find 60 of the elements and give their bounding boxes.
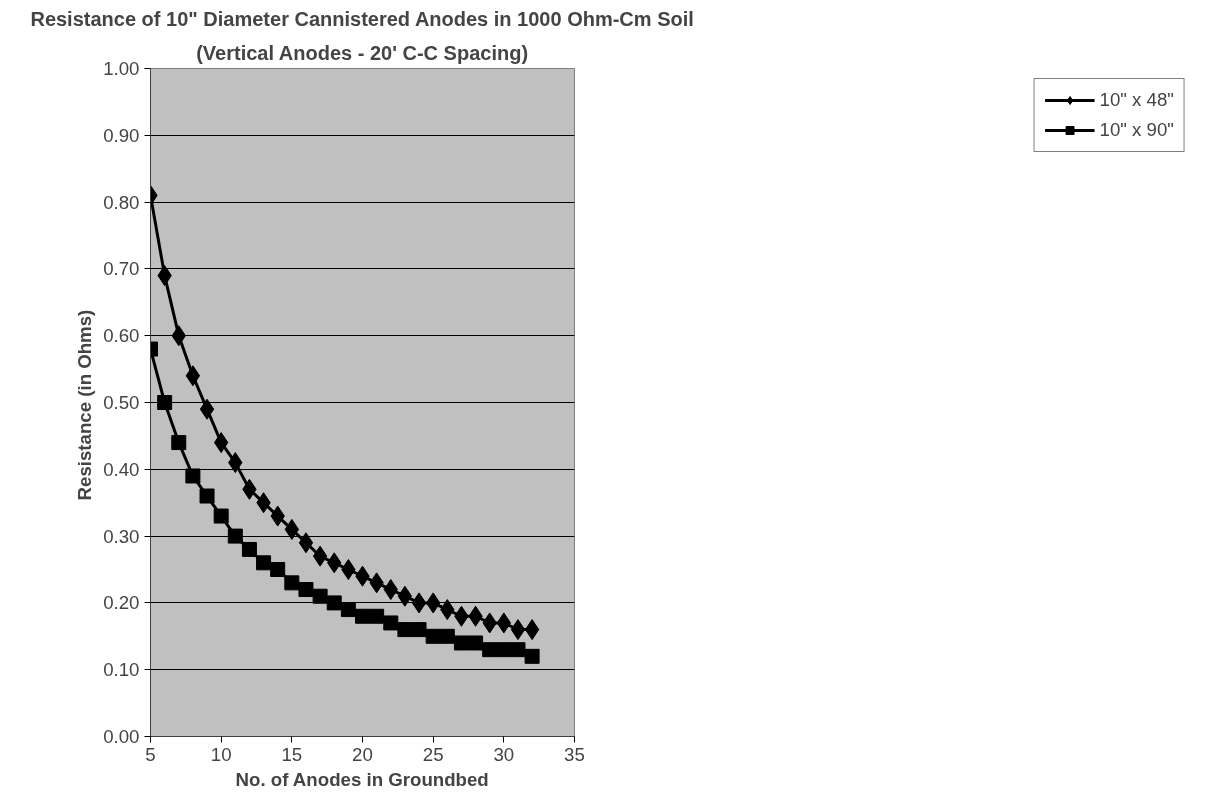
point (355, 608, 370, 624)
point (524, 648, 540, 664)
point (157, 395, 173, 410)
point (312, 545, 328, 567)
point (524, 619, 540, 641)
y-tick-label: 0.70 (103, 258, 140, 280)
point (397, 622, 413, 638)
point (241, 541, 257, 557)
x-tick-label: 20 (352, 743, 373, 765)
point (298, 582, 314, 598)
point (171, 435, 187, 451)
point (284, 575, 300, 591)
point (383, 615, 399, 631)
x-tick-label: 25 (422, 743, 444, 765)
point (411, 622, 427, 638)
point (199, 488, 215, 504)
point (453, 635, 469, 651)
x-tick-label: 15 (281, 743, 303, 765)
x-tick-label: 35 (564, 743, 585, 765)
x-axis-title: No. of Anodes in Groundbed (235, 768, 489, 790)
point (256, 555, 272, 571)
point (199, 398, 215, 420)
point (397, 585, 413, 607)
chart-subtitle: (Vertical Anodes - 20' C-C Spacing) (196, 41, 529, 64)
point (468, 635, 484, 651)
point (482, 642, 498, 658)
y-tick-label: 0.50 (103, 392, 140, 413)
y-tick-label: 0.40 (103, 458, 140, 480)
point (496, 642, 512, 658)
point (312, 588, 328, 604)
point (510, 619, 526, 641)
y-tick-label: 0.60 (103, 325, 140, 347)
x-tick-label: 10 (210, 743, 232, 765)
x-tick-label: 30 (493, 743, 515, 765)
point (298, 532, 314, 554)
point (270, 562, 286, 577)
point (340, 602, 356, 618)
point (425, 628, 441, 644)
legend-label: 10" x 90" (1099, 119, 1174, 141)
y-tick-label: 0.20 (103, 592, 140, 614)
y-tick-label: 0.90 (103, 124, 140, 146)
y-tick-label: 0.00 (103, 726, 140, 747)
legend-label: 10" x 48" (1099, 89, 1174, 111)
y-tick-label: 0.30 (103, 525, 140, 547)
y-axis-title: Resistance (in Ohms) (74, 309, 96, 501)
x-tick-label: 5 (145, 743, 156, 765)
point (411, 592, 427, 614)
point (213, 508, 229, 524)
point (341, 559, 356, 580)
y-tick-label: 1.00 (103, 58, 140, 79)
point (510, 642, 526, 658)
point (227, 528, 243, 544)
point (185, 468, 201, 484)
y-tick-label: 0.10 (103, 659, 140, 681)
y-tick-label: 0.80 (103, 191, 140, 213)
point (326, 595, 342, 611)
point (185, 365, 201, 387)
point (369, 608, 385, 624)
chart-title: Resistance of 10" Diameter Cannistered Anodes in 1000 Ohm-Cm Soil (30, 7, 694, 30)
point (439, 628, 455, 644)
